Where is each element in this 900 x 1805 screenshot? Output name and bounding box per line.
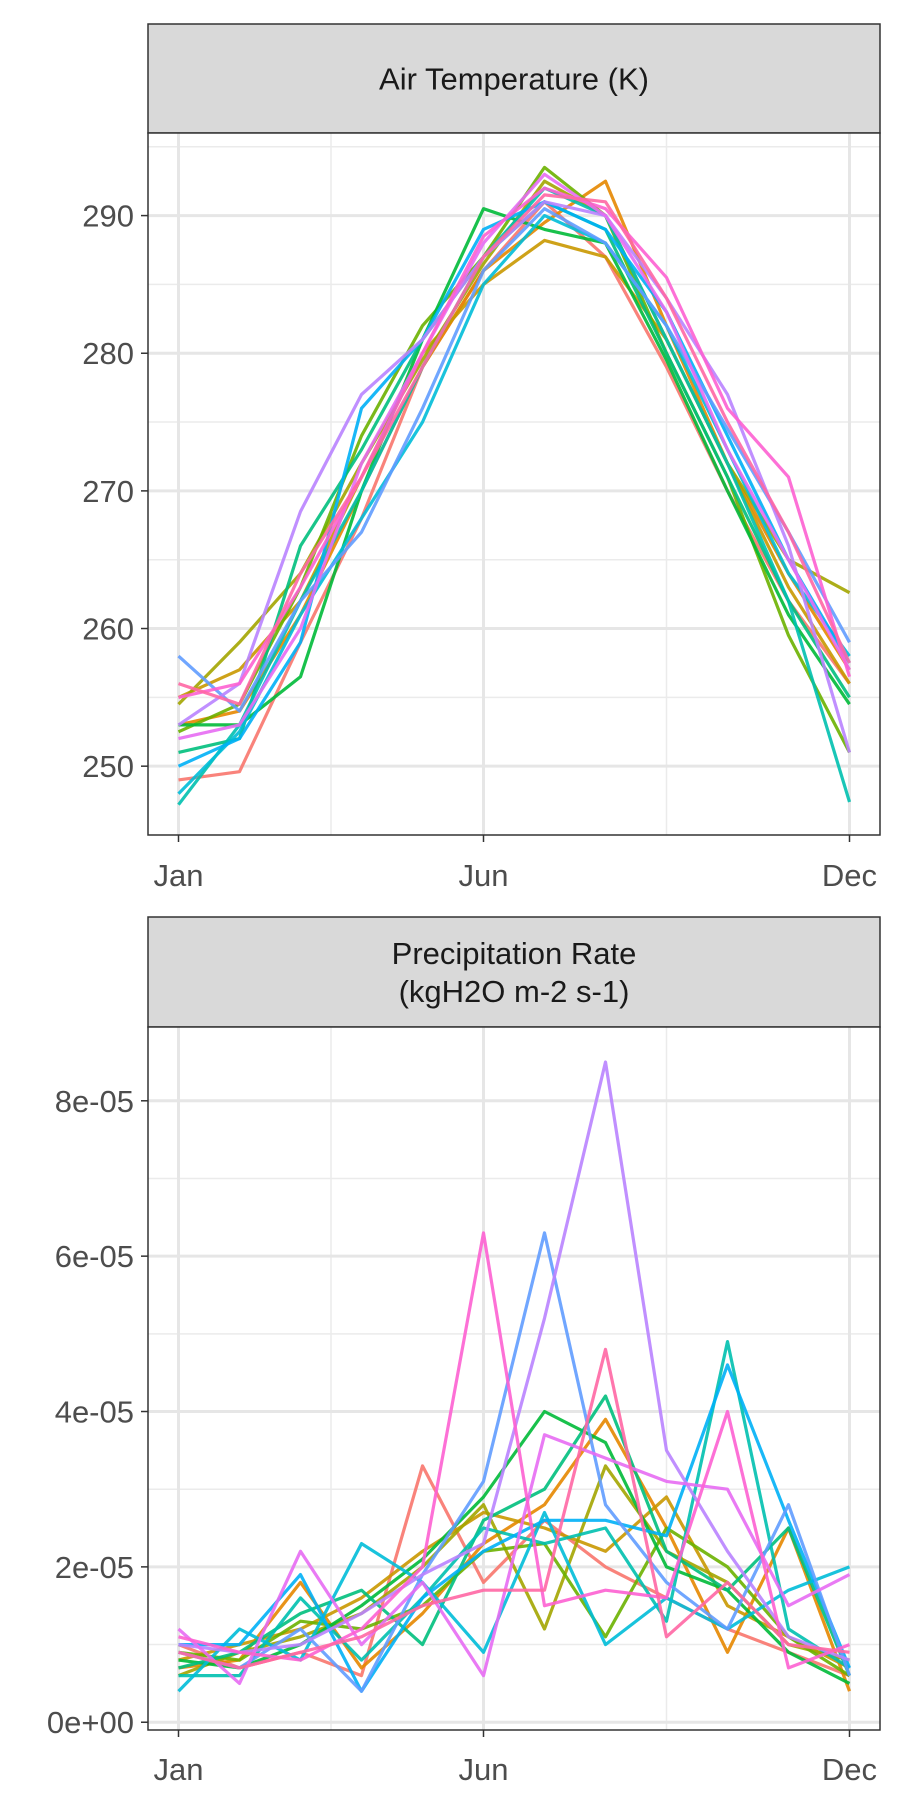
facet-panel-1: Air Temperature (K) 250 260 270 280 290 Jan Jun… bbox=[82, 23, 881, 893]
y-tick-label: 4e-05 bbox=[55, 1395, 134, 1430]
x-tick-label: Dec bbox=[822, 1752, 877, 1787]
x-tick-label: Jun bbox=[459, 1752, 509, 1787]
series-group bbox=[177, 165, 852, 806]
panel-border bbox=[147, 132, 881, 836]
facet-panel-2: Precipitation Rate(kgH2O m-2 s-1) 0e+00 2e… bbox=[47, 916, 881, 1787]
series-line-10 bbox=[177, 200, 851, 768]
series-line-6 bbox=[178, 1409, 851, 1685]
series-line-15 bbox=[178, 1347, 850, 1670]
facet-strip bbox=[147, 23, 881, 134]
series-line-13 bbox=[178, 172, 851, 741]
y-tick-label: 250 bbox=[82, 749, 134, 784]
facet-strip bbox=[147, 916, 881, 1028]
x-tick-label: Jun bbox=[459, 858, 509, 893]
facet-title: Air Temperature (K) bbox=[379, 62, 649, 97]
series-line-10 bbox=[178, 1363, 851, 1693]
y-tick-label: 280 bbox=[82, 336, 134, 371]
series-line-7 bbox=[178, 1394, 851, 1677]
series-line-14 bbox=[178, 186, 852, 699]
panel-border bbox=[147, 1026, 881, 1731]
x-tick-label: Jan bbox=[154, 858, 204, 893]
series-line-13 bbox=[177, 1433, 851, 1686]
y-tick-label: 6e-05 bbox=[55, 1239, 134, 1274]
series-line-11 bbox=[177, 207, 851, 713]
series-line-15 bbox=[177, 193, 851, 706]
facet-title: (kgH2O m-2 s-1) bbox=[399, 974, 630, 1009]
series-group bbox=[177, 1060, 852, 1693]
series-line-11 bbox=[178, 1231, 852, 1693]
x-tick-label: Jan bbox=[154, 1752, 204, 1787]
y-tick-label: 8e-05 bbox=[55, 1084, 134, 1119]
facet-title: Precipitation Rate bbox=[392, 936, 637, 971]
series-line-14 bbox=[178, 1231, 851, 1670]
y-tick-label: 290 bbox=[82, 199, 134, 234]
y-tick-label: 270 bbox=[82, 474, 134, 509]
y-tick-label: 0e+00 bbox=[47, 1705, 134, 1740]
series-line-12 bbox=[178, 1060, 851, 1662]
y-tick-label: 260 bbox=[82, 612, 134, 647]
y-tick-label: 2e-05 bbox=[55, 1550, 134, 1585]
series-line-6 bbox=[178, 207, 851, 727]
series-line-2 bbox=[178, 1417, 851, 1692]
x-tick-label: Dec bbox=[822, 858, 877, 893]
